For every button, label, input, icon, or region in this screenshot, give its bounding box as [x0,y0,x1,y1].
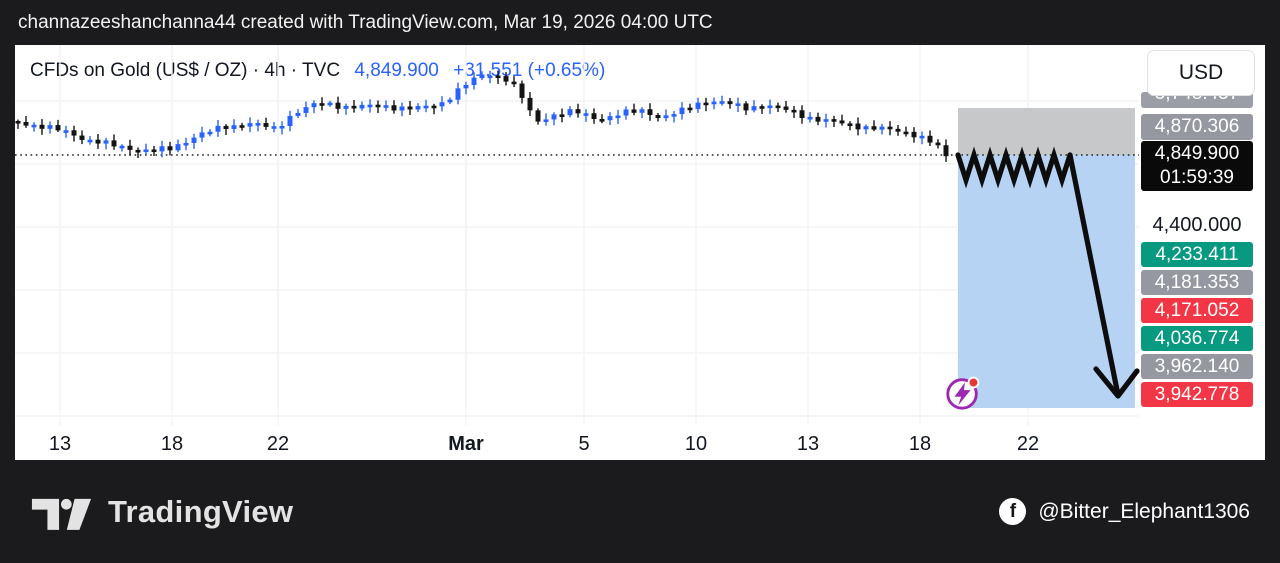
price-scale-value: 4,400.000 [1152,214,1242,236]
time-axis[interactable]: 13 18 22 Mar 5 10 13 18 22 [15,429,1265,460]
time-axis-label: 10 [684,433,708,455]
time-axis-label: 18 [908,433,932,455]
time-axis-label: 5 [578,433,590,455]
price-level-label: 3,962.140 [1141,354,1253,379]
tradingview-logo-icon [31,498,92,530]
notification-dot [967,376,980,389]
arrow-head [1093,366,1140,399]
candlestick-series [15,70,949,162]
lightning-bolt-icon [954,382,971,406]
projection-zone[interactable] [958,155,1135,408]
footer-brand-group: TradingView [30,492,293,531]
upper-band-price-label: 4,870.306 [1141,114,1253,140]
time-axis-label: Mar [448,433,484,455]
symbol-title: CFDs on Gold (US$ / OZ) · 4h · TVC [30,60,341,81]
countdown-timer: 01:59:39 [1160,167,1234,188]
time-axis-label: 22 [266,433,290,455]
chart-panel: CFDs on Gold (US$ / OZ) · 4h · TVC 4,849… [15,45,1265,460]
price-level-label: 4,171.052 [1141,298,1253,323]
zigzag-drawing[interactable] [955,146,1073,189]
time-axis-label: 13 [48,433,72,455]
last-price-value: 4,849.900 [1154,143,1240,164]
footer-credit-group: @Bitter_Elephant1306 [999,498,1250,525]
last-price-label: 4,849.900 01:59:39 [1141,141,1253,191]
price-level-label: 3,942.778 [1141,382,1253,407]
arrow-drawing[interactable] [1067,152,1121,398]
price-level-label: 4,036.774 [1141,326,1253,351]
time-axis-label: 22 [1016,433,1040,455]
price-level-label: 4,181.353 [1141,270,1253,295]
currency-button[interactable]: USD [1147,50,1255,96]
footer-bar: TradingView @Bitter_Elephant1306 [0,460,1280,563]
price-level-label: 4,233.411 [1141,242,1253,267]
facebook-icon [999,498,1027,525]
attribution-text: channazeeshanchanna44 created with Tradi… [18,11,713,33]
time-axis-label: 18 [160,433,184,455]
last-price-text: 4,849.900 [354,60,439,81]
time-axis-label: 13 [796,433,820,455]
consolidation-zone[interactable] [958,108,1135,155]
chart-canvas[interactable] [15,45,1265,460]
attribution-bar: channazeeshanchanna44 created with Tradi… [0,0,1280,45]
brand-name: TradingView [108,493,294,529]
flash-sticker-icon[interactable] [944,374,982,412]
credit-handle: @Bitter_Elephant1306 [1038,499,1250,523]
